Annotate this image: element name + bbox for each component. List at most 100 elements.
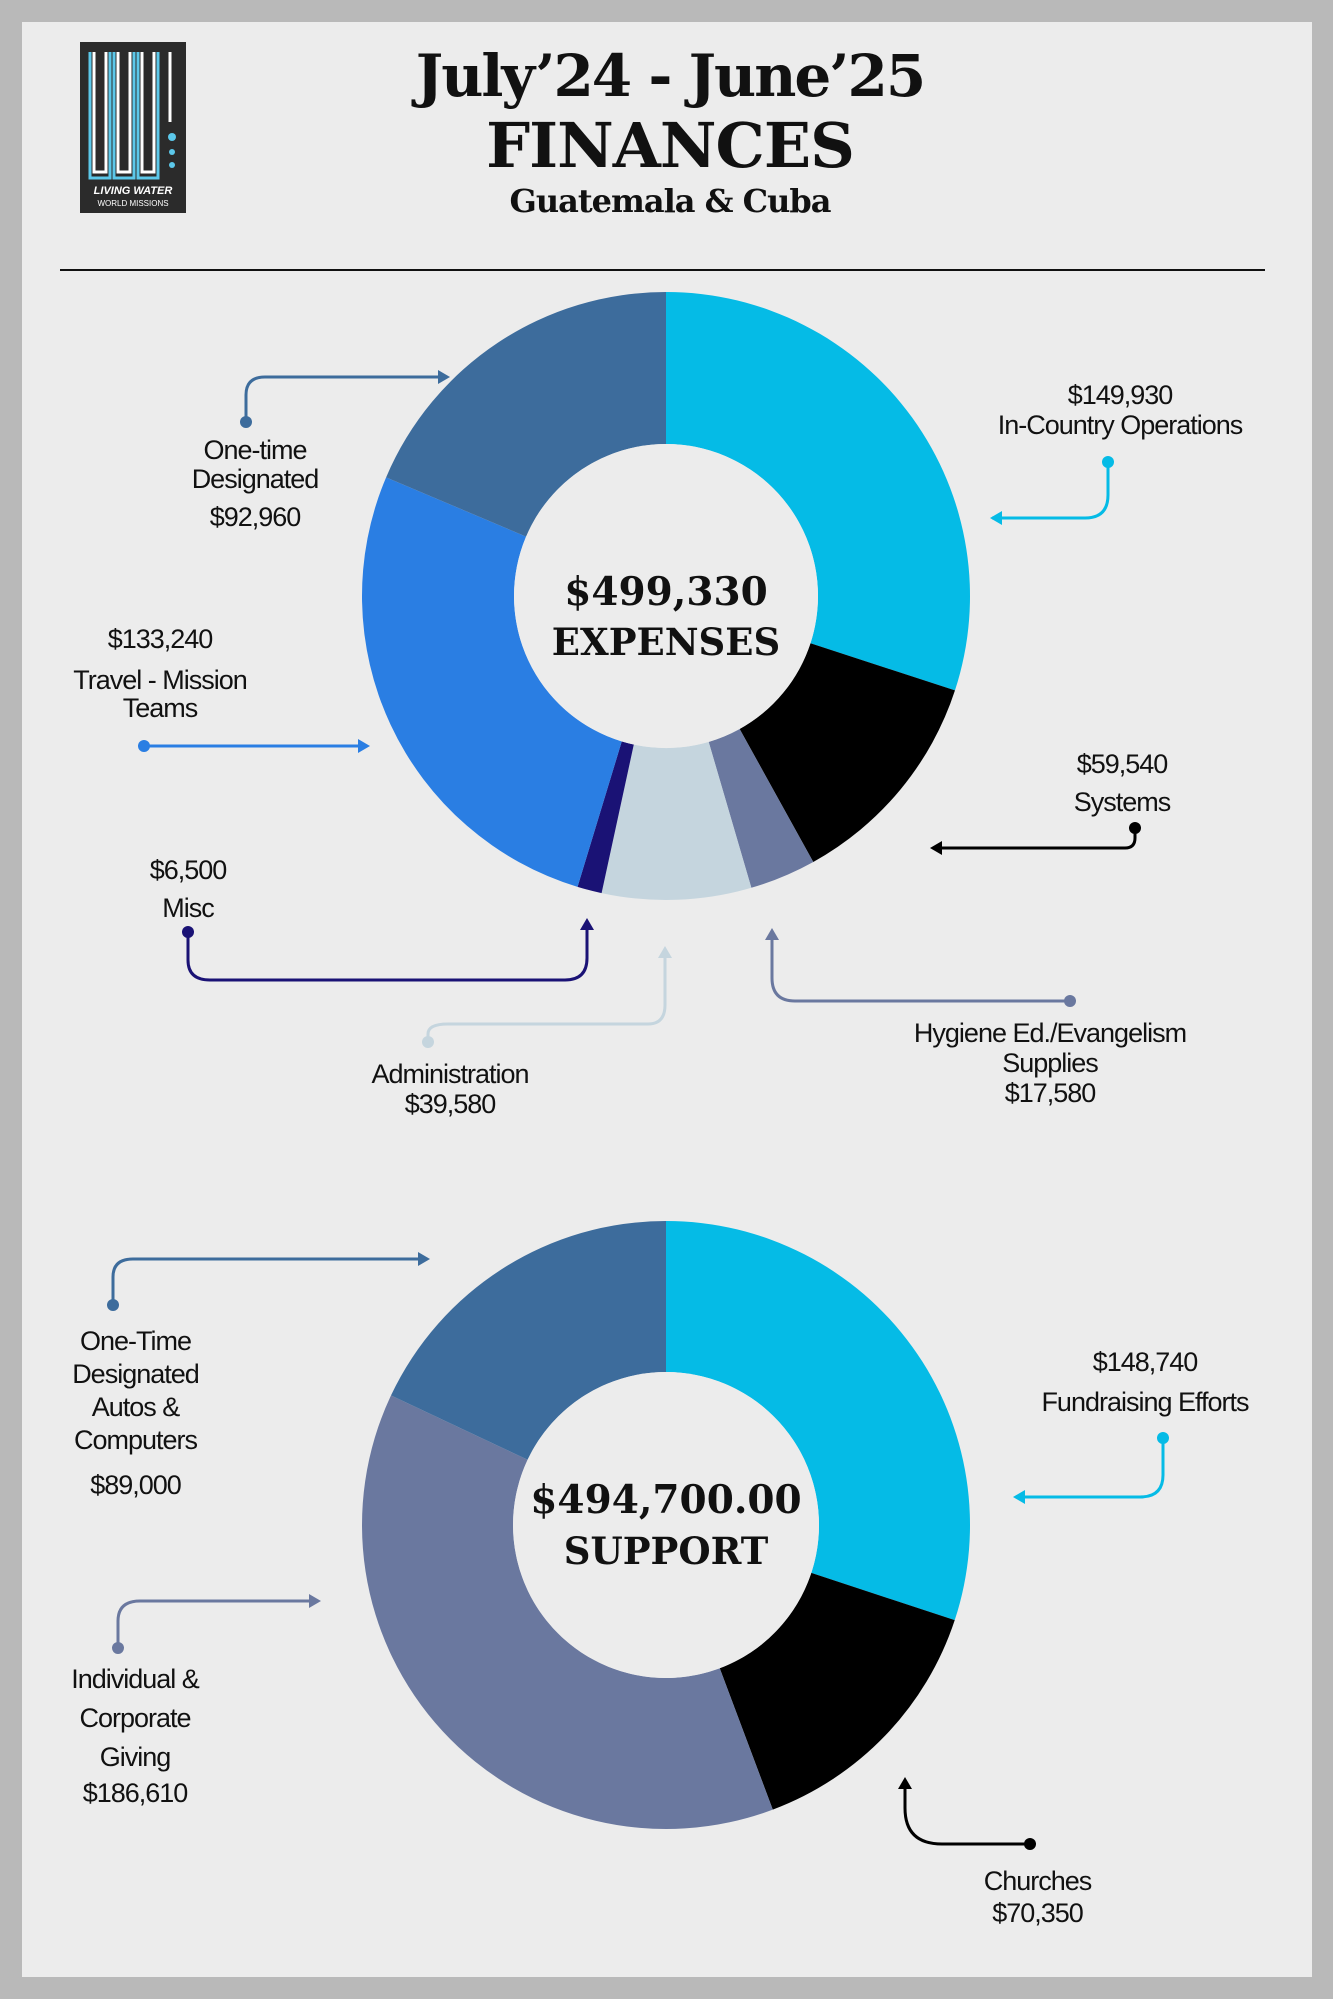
connector-dot-autos bbox=[107, 1299, 119, 1311]
donut-slice-systems bbox=[739, 643, 955, 862]
subtitle: Guatemala & Cuba bbox=[509, 182, 832, 220]
arrowhead-fundraising bbox=[1013, 1490, 1025, 1504]
arrowhead-travel bbox=[358, 739, 370, 753]
autos-value: $89,000 bbox=[90, 1470, 182, 1500]
donut-slice-travel-mission-teams bbox=[362, 477, 622, 887]
logo-text-line1: LIVING WATER bbox=[94, 185, 173, 197]
title-line-1: July’24 - June’25 bbox=[415, 42, 926, 110]
hygiene-value: $17,580 bbox=[1004, 1078, 1097, 1108]
support-center: $494,700.00 SUPPORT bbox=[501, 1473, 831, 1575]
connector-individual bbox=[116, 1599, 316, 1648]
logo-graphic: LIVING WATER WORLD MISSIONS bbox=[80, 42, 186, 213]
connector-dot-onetime bbox=[240, 416, 252, 428]
individual-name-2: Corporate bbox=[79, 1703, 191, 1733]
label-in-country: $149,930 In-Country Operations bbox=[965, 380, 1275, 440]
donut-slice-misc bbox=[577, 741, 634, 894]
donut-slice-individual-corporate-giving bbox=[362, 1395, 773, 1830]
donut-hole bbox=[513, 1372, 819, 1678]
systems-value: $59,540 bbox=[1076, 749, 1169, 779]
travel-name-1: Travel - Mission bbox=[73, 665, 248, 695]
expenses-center: $499,330 EXPENSES bbox=[516, 566, 816, 666]
label-onetime: One-time Designated $92,960 bbox=[160, 435, 350, 533]
donut-slice-fundraising-efforts bbox=[666, 1221, 970, 1621]
connector-dot-travel bbox=[138, 740, 150, 752]
logo-text-line2: WORLD MISSIONS bbox=[97, 199, 168, 208]
connector-dot-admin bbox=[422, 1036, 434, 1048]
connector-dot-in-country bbox=[1102, 456, 1114, 468]
arrowhead-individual bbox=[309, 1594, 321, 1608]
autos-name-2: Designated bbox=[72, 1359, 200, 1389]
fundraising-value: $148,740 bbox=[1092, 1347, 1199, 1377]
connector-dot-fundraising bbox=[1157, 1432, 1169, 1444]
label-individual: Individual & Corporate Giving $186,610 bbox=[45, 1660, 225, 1809]
expenses-label: EXPENSES bbox=[551, 620, 781, 664]
connector-dot-systems bbox=[1129, 822, 1141, 834]
churches-name: Churches bbox=[983, 1866, 1093, 1896]
in-country-name: In-Country Operations bbox=[997, 410, 1244, 440]
expenses-donut bbox=[362, 292, 970, 900]
individual-value: $186,610 bbox=[82, 1778, 189, 1808]
label-travel: $133,240 Travel - Mission Teams bbox=[50, 624, 270, 722]
label-churches: Churches $70,350 bbox=[945, 1865, 1130, 1929]
donut-slice-one-time-designated-autos-computers bbox=[391, 1221, 666, 1460]
label-fundraising: $148,740 Fundraising Efforts bbox=[1005, 1342, 1285, 1422]
title-line-2: FINANCES bbox=[486, 109, 855, 182]
connector-admin bbox=[426, 950, 667, 1042]
donut-slice-hygiene-ed-evangelism-supplies bbox=[708, 728, 814, 888]
travel-name-2: Teams bbox=[122, 693, 199, 723]
header-divider bbox=[60, 269, 1265, 271]
individual-name-1: Individual & bbox=[71, 1664, 200, 1694]
in-country-value: $149,930 bbox=[1067, 380, 1174, 410]
connector-dot-individual bbox=[112, 1642, 124, 1654]
misc-name: Misc bbox=[162, 893, 215, 923]
connector-fundraising bbox=[1018, 1438, 1165, 1499]
churches-value: $70,350 bbox=[992, 1898, 1084, 1928]
donut-slice-in-country-operations bbox=[666, 292, 970, 691]
admin-value: $39,580 bbox=[404, 1089, 497, 1119]
connector-dot-churches bbox=[1024, 1838, 1036, 1850]
arrowhead-misc bbox=[580, 918, 594, 930]
connector-churches bbox=[903, 1783, 1030, 1846]
label-hygiene: Hygiene Ed./Evangelism Supplies $17,580 bbox=[890, 1018, 1210, 1108]
support-label: SUPPORT bbox=[563, 1529, 769, 1573]
support-total: $494,700.00 bbox=[530, 1477, 802, 1523]
donut-hole bbox=[514, 444, 818, 748]
admin-name: Administration bbox=[371, 1059, 529, 1089]
onetime-name-1: One-time bbox=[203, 435, 307, 465]
autos-name-1: One-Time bbox=[79, 1326, 192, 1356]
onetime-name-2: Designated bbox=[191, 464, 320, 494]
fundraising-name: Fundraising Efforts bbox=[1041, 1387, 1249, 1417]
individual-name-3: Giving bbox=[99, 1742, 172, 1772]
hygiene-name-2: Supplies bbox=[1002, 1048, 1099, 1078]
arrowhead-onetime bbox=[438, 370, 450, 384]
title-block: July’24 - June’25 FINANCES Guatemala & C… bbox=[280, 40, 1060, 222]
onetime-value: $92,960 bbox=[209, 502, 302, 532]
autos-name-4: Computers bbox=[73, 1425, 198, 1455]
arrowhead-admin bbox=[658, 946, 672, 958]
arrowhead-autos bbox=[418, 1252, 430, 1266]
connector-onetime bbox=[244, 375, 445, 422]
connector-systems bbox=[935, 828, 1137, 850]
donut-slice-administration bbox=[601, 741, 752, 900]
arrowhead-in-country bbox=[990, 511, 1002, 525]
connector-in-country bbox=[992, 462, 1110, 520]
label-autos: One-Time Designated Autos & Computers $8… bbox=[48, 1325, 223, 1502]
autos-name-3: Autos & bbox=[91, 1392, 181, 1422]
living-water-logo: LIVING WATER WORLD MISSIONS bbox=[80, 42, 186, 213]
support-donut bbox=[362, 1221, 970, 1830]
donut-slice-churches bbox=[719, 1572, 955, 1810]
connector-dot-misc bbox=[182, 926, 194, 938]
label-systems: $59,540 Systems bbox=[1022, 745, 1222, 821]
arrowhead-hygiene bbox=[765, 928, 779, 940]
systems-name: Systems bbox=[1073, 787, 1172, 817]
arrowhead-churches bbox=[898, 1777, 912, 1789]
expenses-total: $499,330 bbox=[564, 569, 768, 615]
label-admin: Administration $39,580 bbox=[330, 1059, 570, 1119]
connector-autos bbox=[111, 1257, 425, 1305]
donut-slice-one-time-designated bbox=[386, 292, 666, 537]
connector-misc bbox=[186, 922, 589, 982]
arrowhead-systems bbox=[930, 841, 942, 855]
hygiene-name-1: Hygiene Ed./Evangelism bbox=[913, 1018, 1187, 1048]
connector-hygiene bbox=[770, 932, 1070, 1003]
